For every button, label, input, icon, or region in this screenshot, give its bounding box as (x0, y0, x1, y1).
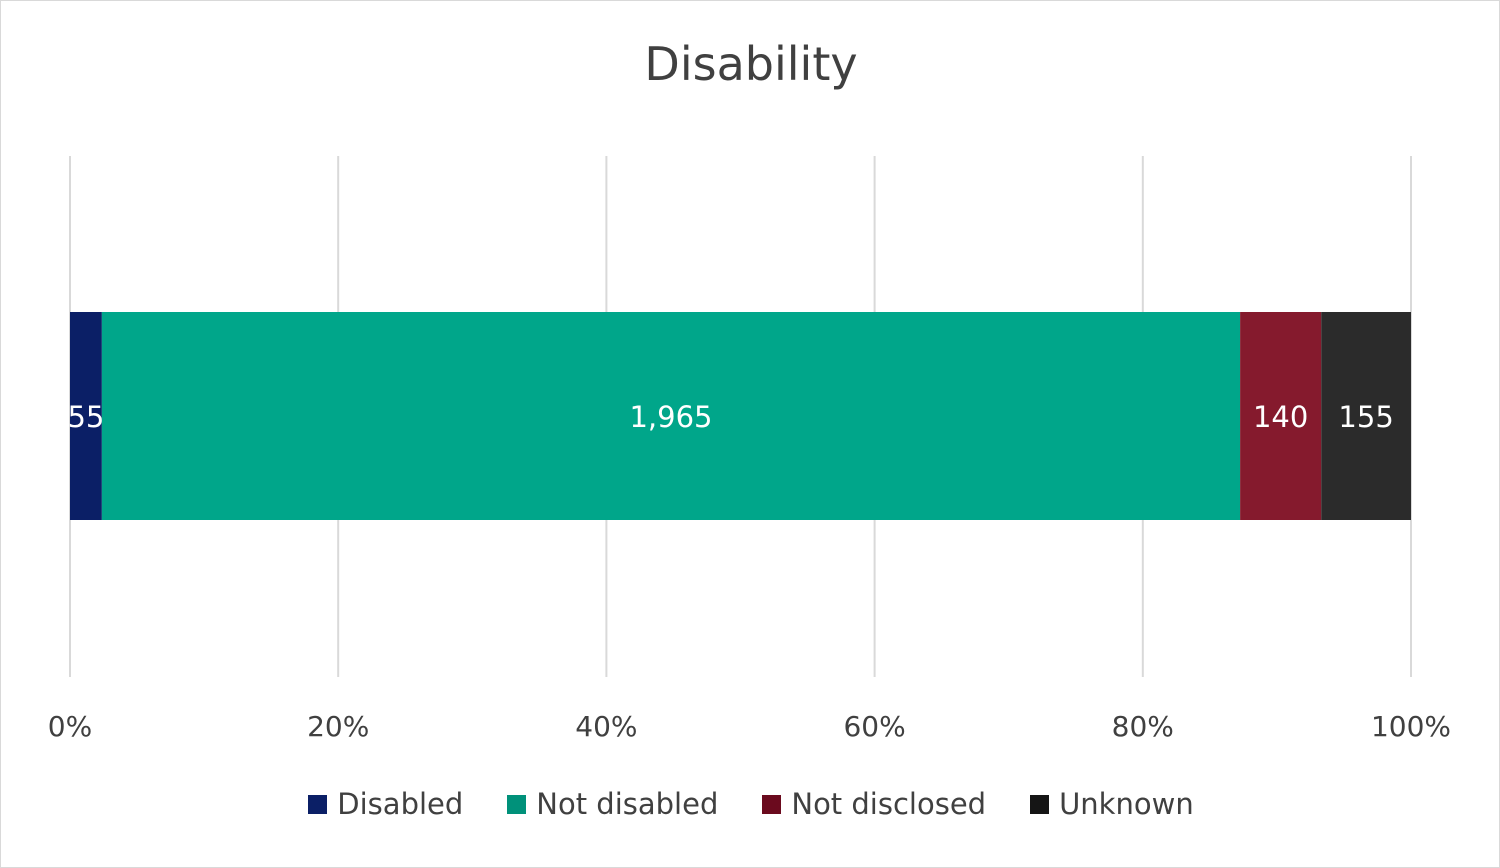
legend-item: Unknown (1030, 787, 1194, 821)
data-label: 155 (1338, 400, 1393, 434)
bar-segment-disabled (70, 312, 102, 520)
legend-item: Disabled (308, 787, 463, 821)
x-tick-label: 0% (48, 710, 92, 743)
x-tick-label: 100% (1371, 710, 1451, 743)
chart-title: Disability (644, 37, 858, 91)
legend-item: Not disabled (507, 787, 718, 821)
bar-segment-not-disabled (101, 312, 1241, 520)
x-axis-ticks: 0% 20% 40% 60% 80% 100% (48, 710, 1451, 743)
data-labels: 55 1,965 140 155 (67, 400, 1393, 434)
x-tick-label: 40% (575, 710, 637, 743)
bar-segment-not-disclosed (1240, 312, 1322, 520)
legend-label: Disabled (337, 787, 464, 821)
legend-swatch (762, 794, 782, 814)
legend-label: Not disclosed (791, 787, 987, 821)
legend-swatch (1030, 794, 1050, 814)
data-label: 140 (1253, 400, 1308, 434)
stacked-bar (70, 312, 1411, 520)
legend-label: Unknown (1059, 787, 1194, 821)
legend-swatch (308, 794, 328, 814)
data-label: 1,965 (629, 400, 712, 434)
x-tick-label: 60% (843, 710, 905, 743)
legend-item: Not disclosed (762, 787, 986, 821)
legend: Disabled Not disabled Not disclosed Unknown (1, 787, 1499, 821)
x-tick-label: 80% (1112, 710, 1174, 743)
legend-swatch (507, 794, 527, 814)
x-tick-label: 20% (307, 710, 369, 743)
legend-label: Not disabled (536, 787, 719, 821)
data-label: 55 (67, 400, 104, 434)
bar-segment-unknown (1321, 312, 1411, 520)
